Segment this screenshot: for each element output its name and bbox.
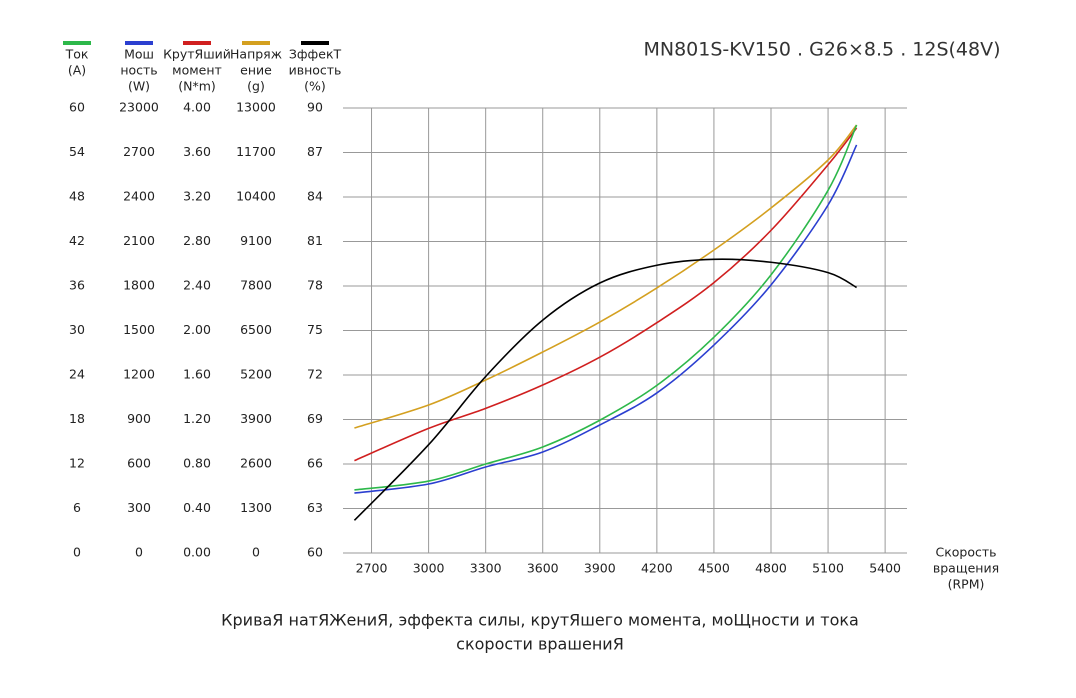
y-tick-label: 23000 [119, 100, 159, 115]
y-tick-label: 75 [307, 322, 323, 337]
y-tick-label: 24 [69, 367, 85, 382]
y-tick-label: 10400 [236, 189, 276, 204]
y-tick-label: 3.20 [183, 189, 211, 204]
x-tick-label: 3300 [470, 561, 502, 576]
y-tick-label: 0.80 [183, 456, 211, 471]
y-tick-label: 90 [307, 100, 323, 115]
series-line [354, 124, 858, 429]
y-tick-label: 2400 [123, 189, 155, 204]
y-tick-label: 4.00 [183, 100, 211, 115]
y-tick-label: 0.00 [183, 545, 211, 560]
y-tick-label: 6 [73, 500, 81, 515]
axis-label: Напряж [230, 47, 282, 62]
series-line [354, 124, 858, 491]
legend-swatch [125, 41, 153, 45]
x-tick-label: 5400 [869, 561, 901, 576]
axis-label: ЗффекТ [289, 47, 342, 62]
x-axis-label: (RPM) [948, 577, 985, 592]
y-tick-label: 900 [127, 411, 151, 426]
axis-label: ивность [289, 63, 342, 78]
y-tick-label: 78 [307, 278, 323, 293]
y-tick-label: 30 [69, 322, 85, 337]
x-tick-label: 2700 [356, 561, 388, 576]
x-axis-label: вращения [933, 561, 999, 576]
series-line [354, 144, 858, 494]
y-tick-label: 2.80 [183, 233, 211, 248]
x-tick-label: 4200 [641, 561, 673, 576]
y-tick-label: 66 [307, 456, 323, 471]
series-line [354, 127, 858, 462]
y-tick-label: 1.60 [183, 367, 211, 382]
y-tick-label: 3.60 [183, 144, 211, 159]
x-axis-label: Скорость [935, 545, 996, 560]
y-tick-label: 87 [307, 144, 323, 159]
y-tick-label: 48 [69, 189, 85, 204]
axis-label: Мош [124, 47, 154, 62]
legend-swatch [301, 41, 329, 45]
y-tick-label: 11700 [236, 144, 276, 159]
x-tick-label: 3600 [527, 561, 559, 576]
caption: скорости врашениЯ [456, 635, 624, 654]
legend-swatch [183, 41, 211, 45]
y-tick-label: 84 [307, 189, 323, 204]
y-tick-label: 1500 [123, 322, 155, 337]
y-tick-label: 81 [307, 233, 323, 248]
axis-label: (N*m) [178, 79, 216, 94]
axis-label: (%) [304, 79, 326, 94]
y-tick-label: 300 [127, 500, 151, 515]
y-tick-label: 2.00 [183, 322, 211, 337]
y-tick-label: 72 [307, 367, 323, 382]
x-tick-label: 4500 [698, 561, 730, 576]
axis-label: момент [172, 63, 222, 78]
series-line [353, 258, 857, 521]
y-tick-label: 54 [69, 144, 85, 159]
axis-label: (A) [68, 63, 86, 78]
y-tick-label: 12 [69, 456, 85, 471]
axis-label: ность [120, 63, 157, 78]
axis-label: ение [240, 63, 272, 78]
y-tick-label: 0 [135, 545, 143, 560]
axis-label: КрутЯший [163, 47, 231, 62]
y-tick-label: 60 [307, 545, 323, 560]
legend-swatch [63, 41, 91, 45]
axis-label: (g) [247, 79, 265, 94]
y-tick-label: 7800 [240, 278, 272, 293]
y-tick-label: 0 [252, 545, 260, 560]
y-tick-label: 1300 [240, 500, 272, 515]
y-tick-label: 3900 [240, 411, 272, 426]
y-tick-label: 69 [307, 411, 323, 426]
y-tick-label: 2600 [240, 456, 272, 471]
y-tick-label: 63 [307, 500, 323, 515]
x-tick-label: 5100 [812, 561, 844, 576]
y-tick-label: 9100 [240, 233, 272, 248]
x-tick-label: 3900 [584, 561, 616, 576]
x-tick-label: 3000 [413, 561, 445, 576]
y-tick-label: 0 [73, 545, 81, 560]
y-tick-label: 2100 [123, 233, 155, 248]
y-tick-label: 2.40 [183, 278, 211, 293]
legend-swatch [242, 41, 270, 45]
axis-label: (W) [128, 79, 150, 94]
y-tick-label: 6500 [240, 322, 272, 337]
chart-title: MN801S-KV150 . G26×8.5 . 12S(48V) [643, 39, 1000, 61]
caption: КриваЯ натЯЖениЯ, эффекта силы, крутЯшег… [221, 611, 859, 630]
y-tick-label: 1200 [123, 367, 155, 382]
y-tick-label: 0.40 [183, 500, 211, 515]
y-tick-label: 1.20 [183, 411, 211, 426]
x-tick-label: 4800 [755, 561, 787, 576]
y-tick-label: 5200 [240, 367, 272, 382]
y-tick-label: 36 [69, 278, 85, 293]
y-tick-label: 18 [69, 411, 85, 426]
y-tick-label: 600 [127, 456, 151, 471]
y-tick-label: 42 [69, 233, 85, 248]
y-tick-label: 1800 [123, 278, 155, 293]
y-tick-label: 13000 [236, 100, 276, 115]
axis-label: Ток [65, 47, 89, 62]
y-tick-label: 2700 [123, 144, 155, 159]
y-tick-label: 60 [69, 100, 85, 115]
